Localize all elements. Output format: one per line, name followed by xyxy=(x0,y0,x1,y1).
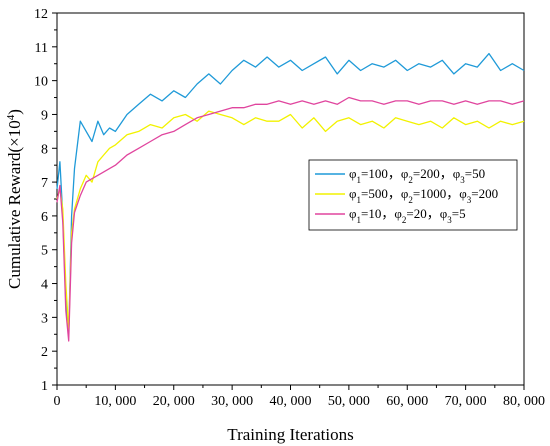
y-tick-label: 7 xyxy=(41,176,48,191)
y-tick-label: 6 xyxy=(41,210,48,225)
y-axis-title-close: ) xyxy=(5,109,24,115)
y-tick-label: 5 xyxy=(41,244,48,259)
legend-box xyxy=(308,159,518,231)
y-tick-label: 4 xyxy=(41,278,48,293)
y-axis-title: Cumulative Reward(×104) xyxy=(5,109,24,289)
x-tick-label: 30, 000 xyxy=(211,394,253,409)
x-tick-label: 60, 000 xyxy=(386,394,428,409)
x-tick-label: 70, 000 xyxy=(445,394,487,409)
y-axis-title-superscript: 4 xyxy=(5,114,17,120)
x-axis-title: Training Iterations xyxy=(227,425,353,444)
legend-label: φ1=500，φ2=1000，φ3=200 xyxy=(349,186,498,205)
y-tick-label: 11 xyxy=(35,41,48,56)
y-tick-label: 9 xyxy=(41,108,48,123)
x-tick-label: 40, 000 xyxy=(270,394,312,409)
y-tick-label: 1 xyxy=(41,379,48,394)
y-tick-label: 12 xyxy=(34,7,48,22)
series-line-1 xyxy=(56,52,525,335)
x-tick-label: 10, 000 xyxy=(94,394,136,409)
legend-label: φ1=10，φ2=20，φ3=5 xyxy=(349,206,466,225)
y-axis-title-base: Cumulative Reward(×10 xyxy=(5,120,24,289)
y-tick-label: 10 xyxy=(34,75,48,90)
x-tick-label: 0 xyxy=(54,394,61,409)
x-tick-label: 50, 000 xyxy=(328,394,370,409)
series-line-2 xyxy=(56,110,525,332)
x-tick-label: 20, 000 xyxy=(153,394,195,409)
y-tick-label: 2 xyxy=(41,345,48,360)
series-layer xyxy=(56,52,525,342)
x-axis: 0 10, 000 20, 000 30, 000 40, 000 50, 000 60, … xyxy=(54,385,545,409)
x-tick-label: 80, 000 xyxy=(503,394,545,409)
series-line-3 xyxy=(56,96,525,342)
y-tick-label: 8 xyxy=(41,142,48,157)
legend-label: φ1=100，φ2=200，φ3=50 xyxy=(349,166,485,185)
legend: φ1=100，φ2=200，φ3=50φ1=500，φ2=1000，φ3=200… xyxy=(308,159,518,231)
y-tick-label: 3 xyxy=(41,311,48,326)
